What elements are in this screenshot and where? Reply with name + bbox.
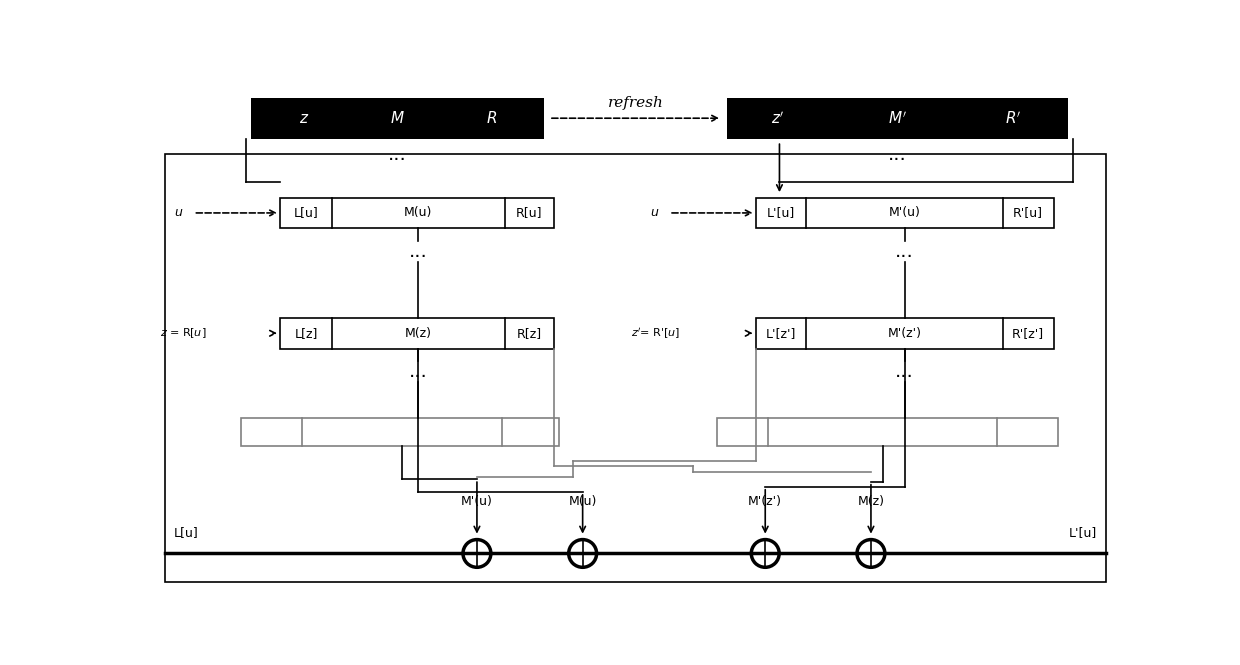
- Bar: [727, 98, 1068, 139]
- Text: L[u]: L[u]: [294, 206, 319, 219]
- Text: ...: ...: [388, 144, 407, 164]
- Bar: [165, 154, 1106, 582]
- Text: R'[u]: R'[u]: [1013, 206, 1043, 219]
- Bar: [755, 318, 1054, 348]
- Text: ...: ...: [409, 242, 428, 261]
- Text: $M$: $M$: [391, 110, 405, 126]
- Text: R'[z']: R'[z']: [1012, 327, 1044, 340]
- Bar: [250, 98, 544, 139]
- Text: R[z]: R[z]: [517, 327, 542, 340]
- Text: L'[u]: L'[u]: [1069, 527, 1096, 539]
- Text: ...: ...: [895, 242, 914, 261]
- Bar: [755, 198, 1054, 228]
- Text: ...: ...: [888, 144, 906, 164]
- Text: $z'$: $z'$: [771, 110, 785, 126]
- Text: M'(u): M'(u): [889, 206, 920, 219]
- Text: M(z): M(z): [857, 495, 884, 508]
- Text: ...: ...: [409, 362, 428, 381]
- Text: $z$ = R[$u$]: $z$ = R[$u$]: [160, 327, 206, 340]
- Text: R[u]: R[u]: [516, 206, 542, 219]
- Text: L'[u]: L'[u]: [766, 206, 795, 219]
- Text: M(z): M(z): [404, 327, 432, 340]
- Text: $z$: $z$: [299, 110, 309, 126]
- Bar: [242, 418, 559, 446]
- Text: M'(z'): M'(z'): [888, 327, 921, 340]
- Text: M(u): M(u): [568, 495, 596, 508]
- Bar: [280, 198, 554, 228]
- Text: M'(u): M'(u): [461, 495, 492, 508]
- Text: refresh: refresh: [608, 96, 663, 110]
- Text: $u$: $u$: [650, 206, 660, 219]
- Text: L[u]: L[u]: [174, 527, 198, 539]
- Text: $M'$: $M'$: [888, 110, 906, 126]
- Text: ...: ...: [895, 362, 914, 381]
- Text: $R$: $R$: [486, 110, 497, 126]
- Text: $R'$: $R'$: [1006, 110, 1022, 126]
- Text: $u$: $u$: [175, 206, 184, 219]
- Text: M(u): M(u): [404, 206, 433, 219]
- Bar: [717, 418, 1058, 446]
- Text: L[z]: L[z]: [294, 327, 317, 340]
- Text: M'(z'): M'(z'): [748, 495, 782, 508]
- Text: L'[z']: L'[z']: [766, 327, 796, 340]
- Bar: [280, 318, 554, 348]
- Text: $z'$= R'[$u$]: $z'$= R'[$u$]: [631, 326, 680, 340]
